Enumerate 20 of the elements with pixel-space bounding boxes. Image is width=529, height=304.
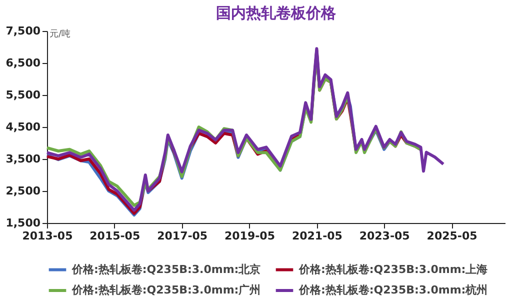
legend-label: 价格:热轧板卷:Q235B:3.0mm:上海 (298, 262, 488, 276)
legend-label: 价格:热轧板卷:Q235B:3.0mm:北京 (71, 262, 261, 276)
y-tick-label: 2,500 (6, 184, 41, 198)
x-tick-label: 2013-05 (22, 230, 73, 242)
x-tick-label: 2021-05 (292, 230, 342, 242)
y-tick-label: 1,500 (6, 216, 41, 230)
y-tick-label: 7,500 (6, 24, 41, 38)
x-tick-label: 2025-05 (426, 230, 478, 242)
y-tick-label: 4,500 (6, 120, 41, 134)
chart-title: 国内热轧卷板价格 (216, 4, 337, 22)
legend-label: 价格:热轧板卷:Q235B:3.0mm:杭州 (298, 284, 488, 296)
y-tick-label: 3,500 (6, 152, 41, 166)
x-tick-label: 2017-05 (157, 230, 208, 242)
x-tick-label: 2023-05 (359, 230, 410, 242)
x-tick-label: 2015-05 (90, 230, 140, 242)
y-tick-label: 6,500 (6, 56, 41, 70)
y-axis-title: 元/吨 (50, 28, 71, 40)
legend-label: 价格:热轧板卷:Q235B:3.0mm:广州 (71, 284, 261, 296)
x-tick-label: 2019-05 (224, 230, 275, 242)
y-tick-label: 5,500 (6, 88, 41, 102)
